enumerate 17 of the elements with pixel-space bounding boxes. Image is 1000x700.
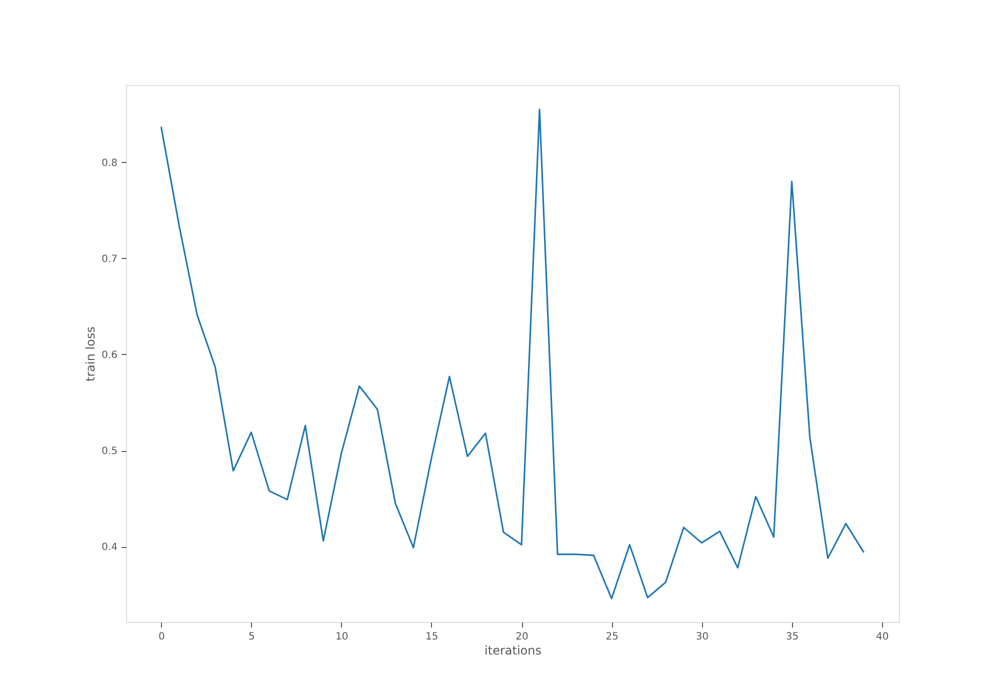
y-tick-label: 0.6 [102, 350, 118, 361]
x-tick-label: 0 [158, 632, 165, 642]
x-tick-label: 5 [248, 632, 255, 642]
line-series [160, 108, 865, 600]
x-tick-label: 15 [426, 632, 438, 642]
x-tick-label: 20 [516, 632, 528, 642]
x-tick-label: 40 [876, 632, 889, 642]
x-tick-label: 35 [786, 632, 799, 642]
x-tick-label: 10 [335, 632, 348, 642]
y-tick-label: 0.5 [102, 446, 118, 458]
y-tick-label: 0.4 [102, 542, 118, 554]
x-tick-label: 25 [606, 632, 618, 642]
y-tick-label: 0.8 [102, 158, 118, 169]
y-axis-title: train loss [84, 326, 98, 382]
x-axis-title: iterations [484, 644, 542, 658]
y-tick-label: 0.7 [102, 254, 118, 265]
x-tick-label: 30 [696, 632, 709, 642]
